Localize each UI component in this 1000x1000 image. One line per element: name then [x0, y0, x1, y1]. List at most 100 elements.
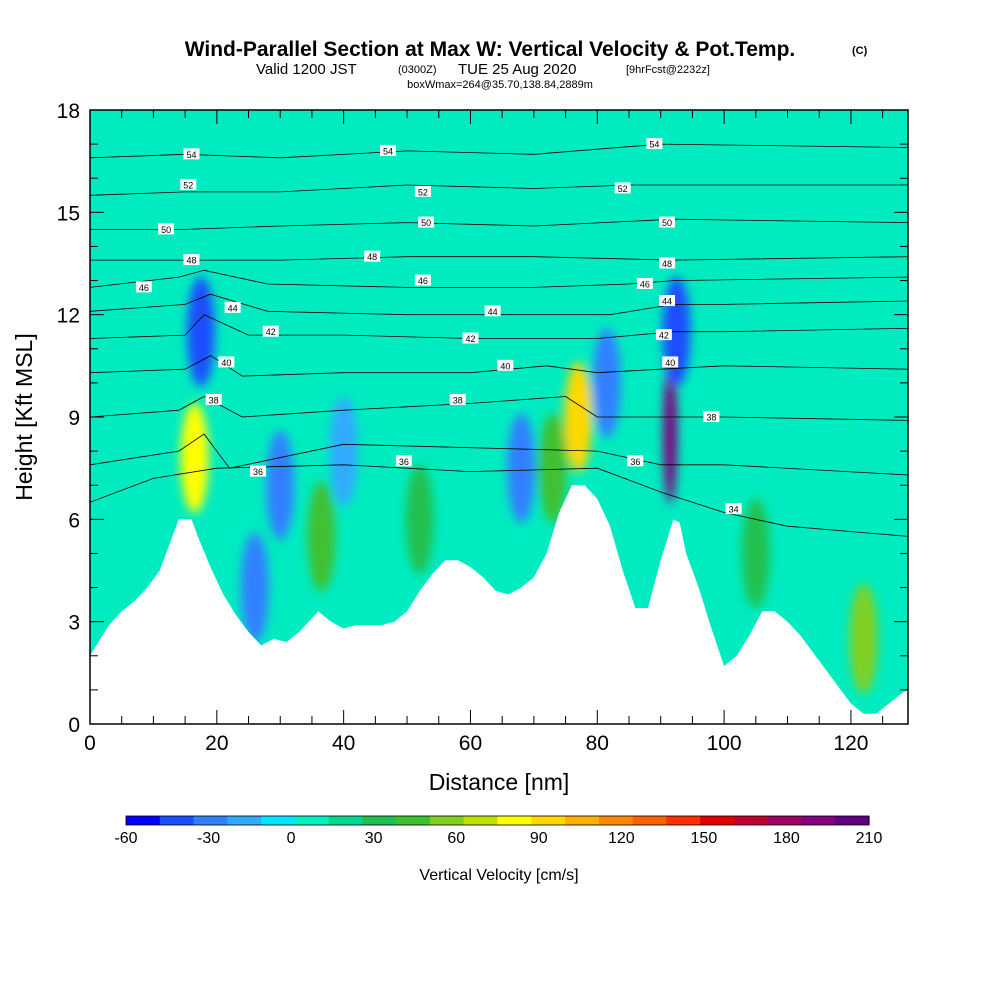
- y-tick-label-3: 3: [68, 612, 80, 635]
- velocity-feature-2: [266, 430, 295, 541]
- isoline-label-1: 54: [380, 144, 397, 156]
- colorbar-tick-label-6: 120: [608, 830, 635, 847]
- colorbar-tick-label-1: -30: [197, 830, 220, 847]
- colorbar-swatch-3: [227, 816, 262, 825]
- isoline-label-3: 52: [180, 179, 197, 191]
- copyright-mark: (C): [852, 45, 868, 57]
- colorbar-tick-label-7: 150: [691, 830, 718, 847]
- colorbar-swatch-19: [767, 816, 803, 825]
- x-tick-label-0: 0: [84, 732, 96, 755]
- x-tick-label-80: 80: [586, 732, 609, 755]
- isoline-label-11: 48: [659, 257, 676, 269]
- box-info: boxWmax=264@35.70,138.84,2889m: [407, 79, 593, 91]
- colorbar-swatch-8: [396, 816, 431, 825]
- isoline-label-14: 46: [636, 277, 653, 289]
- svg-text:48: 48: [186, 256, 196, 266]
- isoline-label-5: 52: [614, 182, 631, 194]
- svg-text:52: 52: [418, 187, 428, 197]
- velocity-feature-7: [507, 413, 536, 524]
- y-tick-label-15: 15: [57, 202, 80, 225]
- y-tick-label-0: 0: [68, 714, 80, 737]
- isoline-label-28: 36: [395, 455, 412, 467]
- colorbar-tick-label-8: 180: [773, 830, 800, 847]
- svg-text:44: 44: [662, 297, 672, 307]
- colorbar-swatch-5: [294, 816, 330, 825]
- isoline-42: [90, 314, 908, 339]
- valid-utc: (0300Z): [398, 64, 437, 76]
- velocity-feature-8: [538, 413, 567, 524]
- velocity-feature-4: [307, 481, 336, 592]
- colorbar-swatch-6: [328, 816, 364, 825]
- colorbar-swatch-20: [801, 816, 836, 825]
- colorbar-tick-label-5: 90: [530, 830, 548, 847]
- chart-title: Wind-Parallel Section at Max W: Vertical…: [185, 38, 796, 61]
- colorbar-swatch-17: [700, 816, 735, 825]
- isoline-label-22: 40: [497, 359, 514, 371]
- isoline-36: [90, 433, 908, 476]
- svg-text:42: 42: [465, 334, 475, 344]
- svg-text:42: 42: [659, 331, 669, 341]
- velocity-field: [180, 276, 878, 694]
- x-tick-label-40: 40: [332, 732, 355, 755]
- isoline-label-26: 38: [703, 411, 720, 423]
- velocity-feature-11: [663, 364, 678, 505]
- colorbar-swatch-11: [497, 816, 532, 825]
- valid-prefix: Valid 1200 JST: [256, 61, 357, 78]
- y-tick-label-6: 6: [68, 509, 80, 532]
- x-tick-label-120: 120: [833, 732, 868, 755]
- isoline-label-18: 42: [262, 325, 279, 337]
- y-axis-title: Height [Kft MSL]: [11, 333, 37, 500]
- svg-text:54: 54: [649, 140, 659, 150]
- x-axis-title: Distance [nm]: [429, 769, 570, 795]
- colorbar-swatch-7: [362, 816, 397, 825]
- colorbar-title: Vertical Velocity [cm/s]: [419, 867, 578, 884]
- svg-text:38: 38: [209, 395, 219, 405]
- isoline-label-23: 40: [662, 356, 679, 368]
- svg-text:42: 42: [266, 327, 276, 337]
- isoline-label-20: 42: [655, 329, 672, 341]
- velocity-feature-1: [186, 276, 215, 387]
- colorbar: -60 -30 0 30 60 90 120 150 180 210: [114, 815, 882, 847]
- svg-text:36: 36: [253, 467, 263, 477]
- x-tick-label-20: 20: [205, 732, 228, 755]
- isoline-label-30: 34: [725, 503, 742, 515]
- svg-text:50: 50: [421, 218, 431, 228]
- isoline-label-8: 50: [659, 216, 676, 228]
- isoline-label-2: 54: [646, 138, 663, 150]
- isoline-labels: 54 54 54 52 52 52 50 50 50 48 48 48 46 46 46 44 44 44 42 42…: [135, 138, 742, 515]
- forecast-info: [9hrFcst@2232z]: [626, 64, 710, 76]
- svg-text:52: 52: [183, 181, 193, 191]
- isoline-label-24: 38: [205, 393, 222, 405]
- svg-text:44: 44: [488, 307, 498, 317]
- svg-text:34: 34: [729, 505, 739, 515]
- isoline-label-25: 38: [449, 393, 466, 405]
- colorbar-swatch-18: [733, 816, 769, 825]
- colorbar-tick-label-0: -60: [114, 830, 137, 847]
- isoline-label-16: 44: [484, 305, 501, 317]
- x-tick-label-100: 100: [707, 732, 742, 755]
- svg-text:40: 40: [665, 358, 675, 368]
- svg-text:48: 48: [662, 259, 672, 269]
- velocity-feature-6: [405, 464, 434, 575]
- isoline-label-4: 52: [414, 185, 431, 197]
- isoline-40: [90, 355, 908, 377]
- colorbar-swatch-2: [193, 816, 228, 825]
- svg-text:40: 40: [500, 361, 510, 371]
- colorbar-swatch-15: [632, 816, 667, 825]
- y-tick-label-12: 12: [57, 305, 80, 328]
- colorbar-swatch-16: [666, 816, 701, 825]
- isoline-label-13: 46: [414, 274, 431, 286]
- plot-area: 54 54 54 52 52 52 50 50 50 48 48 48 46 46 46 44 44 44 42 42…: [90, 110, 908, 724]
- velocity-feature-10: [592, 327, 621, 438]
- colorbar-tick-label-2: 0: [287, 830, 296, 847]
- colorbar-tick-label-3: 30: [365, 830, 383, 847]
- colorbar-tick-label-4: 60: [447, 830, 465, 847]
- svg-text:52: 52: [618, 184, 628, 194]
- isoline-44: [90, 293, 908, 316]
- isoline-label-27: 36: [250, 465, 267, 477]
- isoline-label-15: 44: [224, 301, 241, 313]
- colorbar-swatch-21: [835, 816, 870, 825]
- svg-text:48: 48: [367, 252, 377, 262]
